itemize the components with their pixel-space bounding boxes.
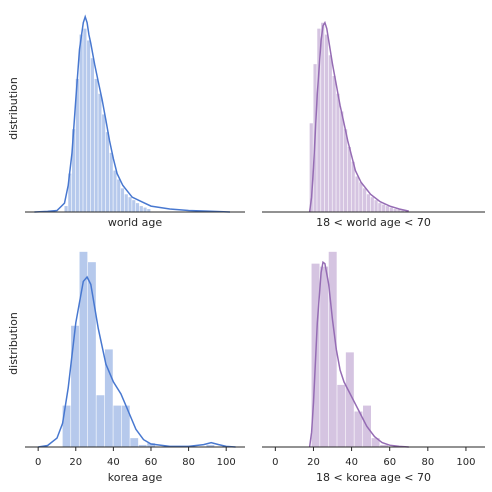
kde-line [308,20,409,213]
bar [401,210,405,212]
bar [79,251,88,447]
bar [206,444,215,447]
x-tick-label: 80 [182,457,195,468]
bar [370,197,374,212]
bar [332,75,336,212]
bar [72,129,76,212]
x-axis-label: 18 < world age < 70 [316,216,431,229]
bar [105,132,110,212]
bar [309,123,313,212]
bar [64,206,68,212]
bar [371,438,380,447]
kde-line [34,14,231,213]
x-tick-label: 40 [345,457,358,468]
bar [328,55,332,213]
bar [354,411,363,447]
x-axis-label: world age [108,216,163,229]
x-axis-label: 18 < korea age < 70 [316,471,431,484]
bar [124,194,128,212]
x-tick-label: 60 [145,457,158,468]
bar [130,438,139,447]
x-tick-label: 20 [307,457,320,468]
bar [337,384,346,447]
bar [102,114,106,212]
bar [321,22,325,212]
bar [336,93,340,212]
bar [320,266,329,447]
bar [87,40,91,212]
bar [75,78,79,212]
x-tick-label: 80 [421,457,434,468]
bar [147,443,156,447]
bar [389,207,393,212]
x-tick-label: 0 [35,457,41,468]
bar [128,197,132,212]
bar [90,58,94,212]
bar [83,28,87,213]
bar [138,444,147,447]
bar [378,203,382,212]
bar [343,129,348,212]
x-tick-label: 100 [217,457,236,468]
x-tick-label: 0 [272,457,278,468]
bar [351,161,355,212]
bar [340,111,344,212]
x-tick-label: 100 [456,457,475,468]
bar [347,146,351,212]
bar [397,209,401,212]
bar [121,405,130,447]
bar [147,209,151,212]
bar [71,325,79,447]
bar [96,395,105,447]
bar [94,78,98,212]
x-tick-label: 20 [69,457,82,468]
bar [317,28,321,213]
bar [324,34,329,213]
kde-line [38,275,236,448]
bar [113,405,122,447]
x-tick-label: 60 [383,457,396,468]
y-axis-label: distribution [7,312,20,375]
bar [374,200,378,212]
bar [382,204,386,212]
bar [117,179,121,212]
bar [363,188,367,212]
bar [79,34,83,213]
kde-line [308,260,409,448]
bar [113,170,117,212]
bar [345,352,354,447]
bar [380,444,389,447]
bar [366,194,371,212]
bar [139,206,143,212]
bar [109,152,113,212]
bar [385,206,390,212]
bar [135,203,140,212]
bar [87,262,96,447]
x-axis-label: korea age [108,471,163,484]
y-axis-label: distribution [7,77,20,140]
bar [359,182,363,212]
bar [393,209,397,212]
bar [62,405,71,447]
bar [132,200,136,212]
bar [120,188,125,212]
bar [328,251,337,447]
bar [68,173,72,212]
bar [104,349,113,447]
x-tick-label: 40 [107,457,120,468]
bar [143,207,147,212]
bar [98,93,102,212]
bar [355,176,359,212]
